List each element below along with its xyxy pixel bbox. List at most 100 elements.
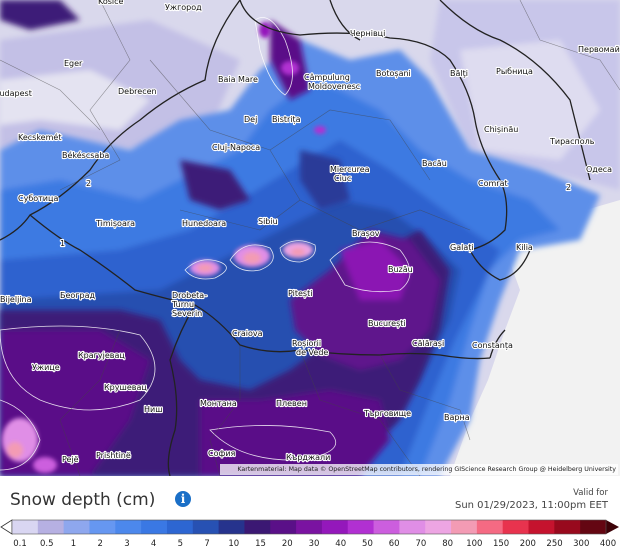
scale-color-step	[63, 520, 90, 534]
scale-color-step	[12, 520, 39, 534]
scale-color-step	[218, 520, 245, 534]
scale-tick-label: 3	[124, 539, 130, 549]
city-label: Bălţi	[450, 69, 468, 78]
scale-tick-label: 15	[255, 539, 266, 549]
scale-color-step	[296, 520, 323, 534]
scale-tick-label: 10	[228, 539, 240, 549]
scale-tick-label: 20	[281, 539, 293, 549]
city-label: Botoșani	[376, 69, 411, 79]
city-label: Békéscsaba	[62, 150, 109, 160]
scale-tick-label: 30	[308, 539, 320, 549]
scale-color-step	[373, 520, 400, 534]
contour-label: 2	[566, 183, 571, 192]
contour-label: 2	[86, 179, 91, 188]
map-attribution: Kartenmaterial: Map data © OpenStreetMap…	[220, 464, 618, 475]
snow-peaks	[2, 22, 326, 473]
city-label: Budapest	[0, 89, 32, 98]
city-label: Dej	[244, 115, 257, 124]
scale-color-step	[37, 520, 65, 534]
city-label: Чернівці	[350, 29, 385, 38]
city-label: Ужгород	[165, 3, 202, 12]
scale-tick-label: 400	[599, 539, 617, 549]
city-label: Baia Mare	[218, 75, 258, 84]
city-label: Sibiu	[258, 217, 278, 226]
city-label: Рыбница	[496, 67, 533, 76]
city-label: Călărași	[412, 339, 444, 349]
scale-tick-label: 0.5	[39, 539, 54, 549]
scale-tick-label: 1	[70, 539, 77, 549]
scale-tick-label: 250	[546, 539, 563, 549]
info-icon[interactable]: i	[175, 491, 191, 507]
scale-tick-label: 200	[519, 539, 536, 549]
region-borders	[0, 0, 620, 476]
city-label: Pitești	[288, 289, 312, 299]
snow-field-purple	[0, 0, 450, 476]
scale-color-step	[580, 520, 607, 534]
city-label: Cluj-Napoca	[212, 143, 260, 152]
city-label: Craiova	[232, 329, 263, 338]
city-label: Bijeljina	[0, 295, 32, 304]
scale-color-step	[321, 520, 349, 534]
city-label: Ужице	[32, 363, 60, 372]
scale-color-step	[192, 520, 220, 534]
city-label: Ниш	[144, 405, 163, 414]
scale-color-step	[244, 520, 271, 534]
city-label: Тирасполь	[549, 137, 595, 146]
scale-color-step	[554, 520, 581, 534]
scale-color-step	[141, 520, 168, 534]
city-label: Timișoara	[95, 219, 135, 229]
scale-color-step	[399, 520, 426, 534]
city-label: Суботица	[18, 194, 58, 203]
city-label: Bistrița	[272, 115, 301, 125]
snow-depth-map[interactable]	[0, 0, 620, 476]
scale-tick-label: 0.1	[13, 539, 27, 549]
city-labels: Košice Ужгород Чернівці Первомайськ Eger Baia…	[0, 0, 620, 465]
scale-tick-label: 7	[204, 539, 210, 549]
scale-color-step	[166, 520, 194, 534]
city-label: Debrecen	[118, 87, 157, 96]
scale-tick-label: 70	[415, 539, 427, 549]
city-label: Eger	[64, 59, 83, 68]
city-label: Drobeta-Turnu Severin	[171, 291, 207, 318]
city-label: Kilia	[516, 243, 533, 252]
city-label: Galați	[450, 243, 474, 253]
scale-color-step	[425, 520, 452, 534]
city-label: Kecskemét	[18, 132, 61, 142]
black-sea	[450, 200, 620, 476]
scale-tick-label: 40	[335, 539, 347, 549]
scale-tick-label: 300	[573, 539, 590, 549]
city-label: Constanța	[472, 341, 513, 351]
city-label: София	[208, 449, 236, 458]
city-label: Brașov	[352, 229, 380, 239]
city-label: Монтана	[200, 399, 237, 408]
scale-color-step	[89, 520, 116, 534]
scale-frame	[11, 519, 607, 535]
scale-color-step	[347, 520, 375, 534]
city-label: Крагујевац	[78, 351, 125, 360]
color-scale-bar	[0, 519, 619, 535]
city-label: Одеса	[586, 165, 612, 174]
city-label: Плевен	[276, 399, 307, 408]
scale-arrow-high	[606, 520, 619, 534]
scale-color-step	[476, 520, 504, 534]
city-label: Câmpulung Moldovenesc	[304, 73, 360, 91]
scale-tick-label: 60	[388, 539, 400, 549]
legend-panel: Snow depth (cm) i Valid for Sun 01/29/20…	[0, 476, 620, 557]
city-label: Београд	[60, 291, 95, 300]
city-label: Търговище	[363, 409, 411, 418]
scale-color-step	[270, 520, 297, 534]
city-label: Buzău	[388, 265, 413, 274]
scale-tick-label: 4	[150, 539, 157, 549]
city-label: Варна	[444, 413, 470, 422]
snow-field-light	[0, 0, 620, 190]
scale-color-step	[115, 520, 142, 534]
valid-time: Sun 01/29/2023, 11:00pm EET	[454, 500, 608, 511]
scale-color-step	[451, 520, 478, 534]
valid-label: Valid for	[573, 488, 608, 498]
city-label: Крушевац	[104, 383, 147, 392]
city-label: Roșiorii de Vede	[292, 339, 328, 357]
scale-tick-label: 150	[492, 539, 510, 549]
city-label: Hunedoara	[182, 219, 226, 228]
scale-color-step	[502, 520, 530, 534]
city-label: Miercurea Ciuc	[330, 165, 370, 183]
